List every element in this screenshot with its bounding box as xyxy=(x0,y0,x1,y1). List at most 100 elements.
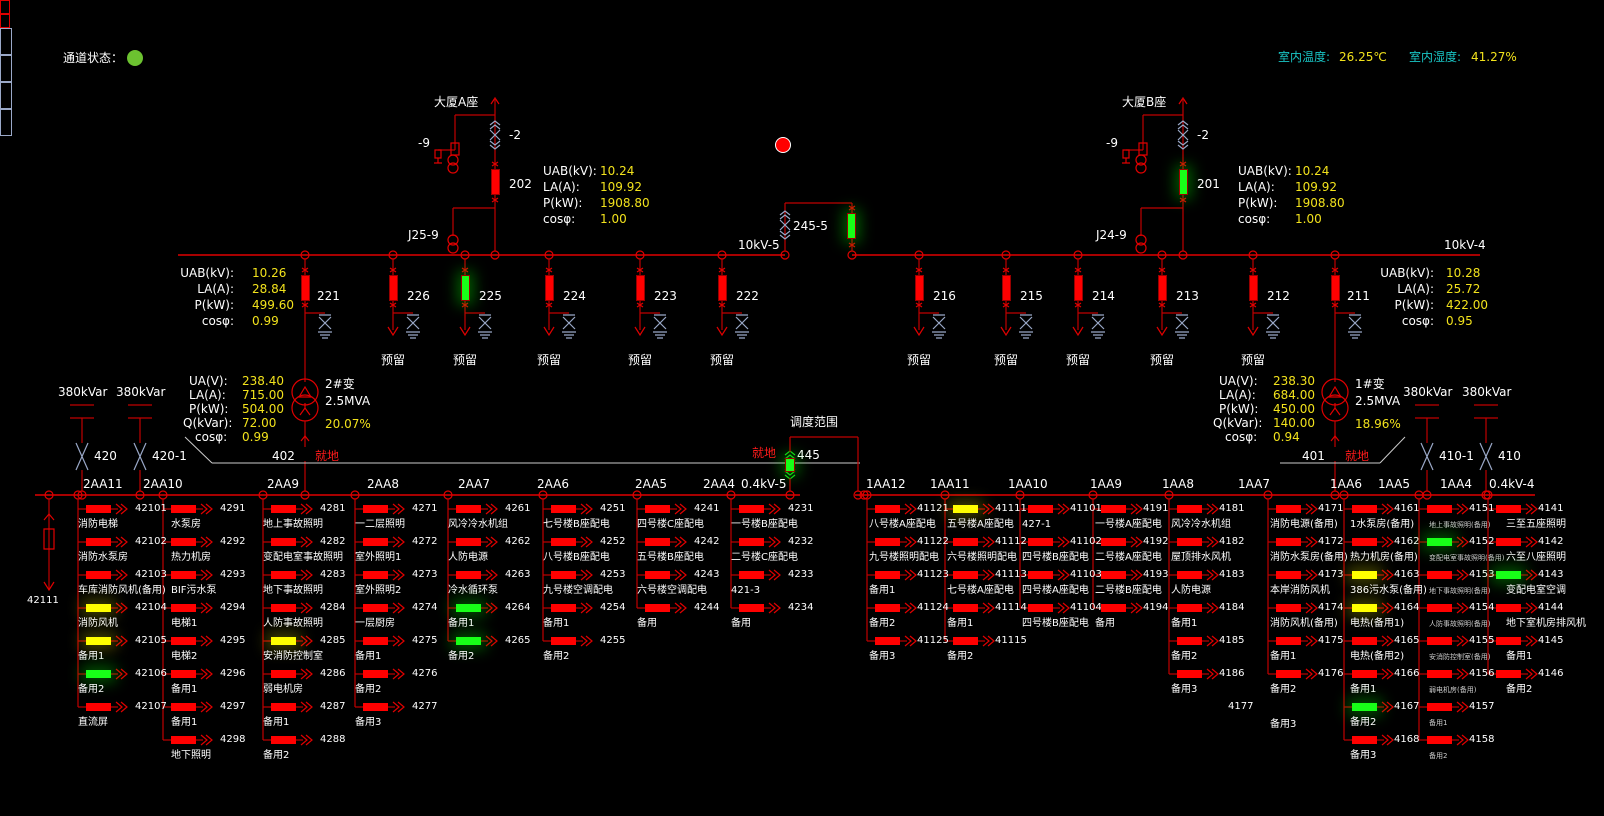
lv-feeder-breaker[interactable] xyxy=(86,538,111,546)
lv-feeder-breaker[interactable] xyxy=(171,505,196,513)
lv-feeder-id[interactable]: 41111 xyxy=(995,503,1027,514)
lv-feeder-id[interactable]: 4233 xyxy=(788,569,814,580)
hv-feeder-breaker[interactable] xyxy=(301,275,310,301)
lv-feeder-id[interactable]: 4151 xyxy=(1469,503,1495,514)
lv-feeder-breaker[interactable] xyxy=(875,505,900,513)
lv-feeder-breaker[interactable] xyxy=(86,505,111,513)
lv-feeder-id[interactable]: 4253 xyxy=(600,569,626,580)
lv-feeder-id[interactable]: 4143 xyxy=(1538,569,1564,580)
capacitor-id[interactable]: 410 xyxy=(1498,449,1521,463)
lv-feeder-breaker[interactable] xyxy=(1276,637,1301,645)
lv-feeder-breaker[interactable] xyxy=(1352,538,1377,546)
lv-feeder-id[interactable]: 4244 xyxy=(694,602,720,613)
lv-feeder-id[interactable]: 4263 xyxy=(505,569,531,580)
incoming-breaker[interactable] xyxy=(491,169,500,195)
lv-feeder-id[interactable]: 4183 xyxy=(1219,569,1245,580)
lv-feeder-breaker[interactable] xyxy=(456,505,481,513)
lv-feeder-breaker[interactable] xyxy=(271,670,296,678)
lv-feeder-id[interactable]: 4168 xyxy=(1394,734,1420,745)
lv-feeder-id[interactable]: 42105 xyxy=(135,635,167,646)
lv-feeder-breaker[interactable] xyxy=(1177,538,1202,546)
lv-feeder-breaker[interactable] xyxy=(271,736,296,744)
lv-feeder-breaker[interactable] xyxy=(86,670,111,678)
lv-feeder-breaker[interactable] xyxy=(645,571,670,579)
lv-feeder-breaker[interactable] xyxy=(86,571,111,579)
lv-feeder-id[interactable]: 41124 xyxy=(917,602,949,613)
lv-feeder-id[interactable]: 4152 xyxy=(1469,536,1495,547)
lv-feeder-breaker[interactable] xyxy=(1427,670,1452,678)
lv-feeder-id[interactable]: 4285 xyxy=(320,635,346,646)
lv-feeder-id[interactable]: 4175 xyxy=(1318,635,1344,646)
hv-feeder-id[interactable]: 221 xyxy=(317,289,340,303)
lv-feeder-breaker[interactable] xyxy=(1496,637,1521,645)
lv-breaker-label[interactable]: 402 xyxy=(272,449,295,463)
lv-feeder-breaker[interactable] xyxy=(1177,505,1202,513)
lv-feeder-breaker[interactable] xyxy=(363,703,388,711)
lv-feeder-id[interactable]: 4298 xyxy=(220,734,246,745)
hv-feeder-id[interactable]: 224 xyxy=(563,289,586,303)
lv-feeder-breaker[interactable] xyxy=(456,571,481,579)
lv-feeder-breaker[interactable] xyxy=(1352,670,1377,678)
lv-feeder-breaker[interactable] xyxy=(875,604,900,612)
lv-feeder-breaker[interactable] xyxy=(271,637,296,645)
lv-feeder-breaker[interactable] xyxy=(271,571,296,579)
lv-feeder-id[interactable]: 4252 xyxy=(600,536,626,547)
lv-feeder-breaker[interactable] xyxy=(1427,703,1452,711)
lv-feeder-breaker[interactable] xyxy=(271,538,296,546)
lv-feeder-id[interactable]: 42102 xyxy=(135,536,167,547)
breaker-label[interactable]: 201 xyxy=(1197,177,1220,191)
lv-feeder-id[interactable]: 41104 xyxy=(1070,602,1102,613)
lv-feeder-id[interactable]: 4194 xyxy=(1143,602,1169,613)
lv-feeder-breaker[interactable] xyxy=(1101,604,1126,612)
lv-feeder-breaker[interactable] xyxy=(1496,571,1521,579)
capacitor-switch[interactable] xyxy=(0,109,12,136)
capacitor-id[interactable]: 420-1 xyxy=(152,449,187,463)
lv-feeder-id[interactable]: 4271 xyxy=(412,503,438,514)
lv-feeder-breaker[interactable] xyxy=(171,538,196,546)
lv-feeder-id[interactable]: 4293 xyxy=(220,569,246,580)
lv-feeder-breaker[interactable] xyxy=(645,604,670,612)
incoming-breaker[interactable] xyxy=(1179,169,1188,195)
lv-feeder-breaker[interactable] xyxy=(1177,670,1202,678)
lv-feeder-breaker[interactable] xyxy=(875,571,900,579)
lv-feeder-id[interactable]: 4272 xyxy=(412,536,438,547)
lv-feeder-id[interactable]: 4262 xyxy=(505,536,531,547)
lv-feeder-id[interactable]: 4153 xyxy=(1469,569,1495,580)
capacitor-id[interactable]: 420 xyxy=(94,449,117,463)
lv-feeder-id[interactable]: 41123 xyxy=(917,569,949,580)
lv-feeder-breaker[interactable] xyxy=(1177,604,1202,612)
lv-feeder-id[interactable]: 4161 xyxy=(1394,503,1420,514)
lv-feeder-id[interactable]: 4162 xyxy=(1394,536,1420,547)
lv-feeder-breaker[interactable] xyxy=(271,703,296,711)
hv-feeder-breaker[interactable] xyxy=(636,275,645,301)
lv-feeder-breaker[interactable] xyxy=(1496,505,1521,513)
lv-feeder-id[interactable]: 4276 xyxy=(412,668,438,679)
lv-feeder-breaker[interactable] xyxy=(1028,604,1053,612)
lv-feeder-breaker[interactable] xyxy=(953,571,978,579)
capacitor-switch[interactable] xyxy=(0,82,12,109)
lv-feeder-breaker[interactable] xyxy=(456,538,481,546)
lv-feeder-id[interactable]: 4275 xyxy=(412,635,438,646)
lv-feeder-breaker[interactable] xyxy=(551,538,576,546)
lv-feeder-breaker[interactable] xyxy=(363,637,388,645)
lv-feeder-breaker[interactable] xyxy=(953,637,978,645)
hv-feeder-id[interactable]: 223 xyxy=(654,289,677,303)
lv-feeder-id[interactable]: 4173 xyxy=(1318,569,1344,580)
hv-feeder-id[interactable]: 211 xyxy=(1347,289,1370,303)
lv-feeder-id[interactable]: 4287 xyxy=(320,701,346,712)
lv-feeder-id[interactable]: 4155 xyxy=(1469,635,1495,646)
lv-feeder-id[interactable]: 4282 xyxy=(320,536,346,547)
lv-feeder-breaker[interactable] xyxy=(645,538,670,546)
hv-feeder-breaker[interactable] xyxy=(1249,275,1258,301)
lv-feeder-breaker[interactable] xyxy=(875,637,900,645)
hv-feeder-id[interactable]: 213 xyxy=(1176,289,1199,303)
hv-feeder-id[interactable]: 212 xyxy=(1267,289,1290,303)
capacitor-switch[interactable] xyxy=(0,28,12,55)
lv-feeder-id[interactable]: 41112 xyxy=(995,536,1027,547)
lv-feeder-breaker[interactable] xyxy=(1427,637,1452,645)
hv-feeder-breaker[interactable] xyxy=(1158,275,1167,301)
lv-feeder-id[interactable]: 4274 xyxy=(412,602,438,613)
lv-feeder-id[interactable]: 4265 xyxy=(505,635,531,646)
lv-feeder-breaker[interactable] xyxy=(363,538,388,546)
lv-feeder-breaker[interactable] xyxy=(86,604,111,612)
